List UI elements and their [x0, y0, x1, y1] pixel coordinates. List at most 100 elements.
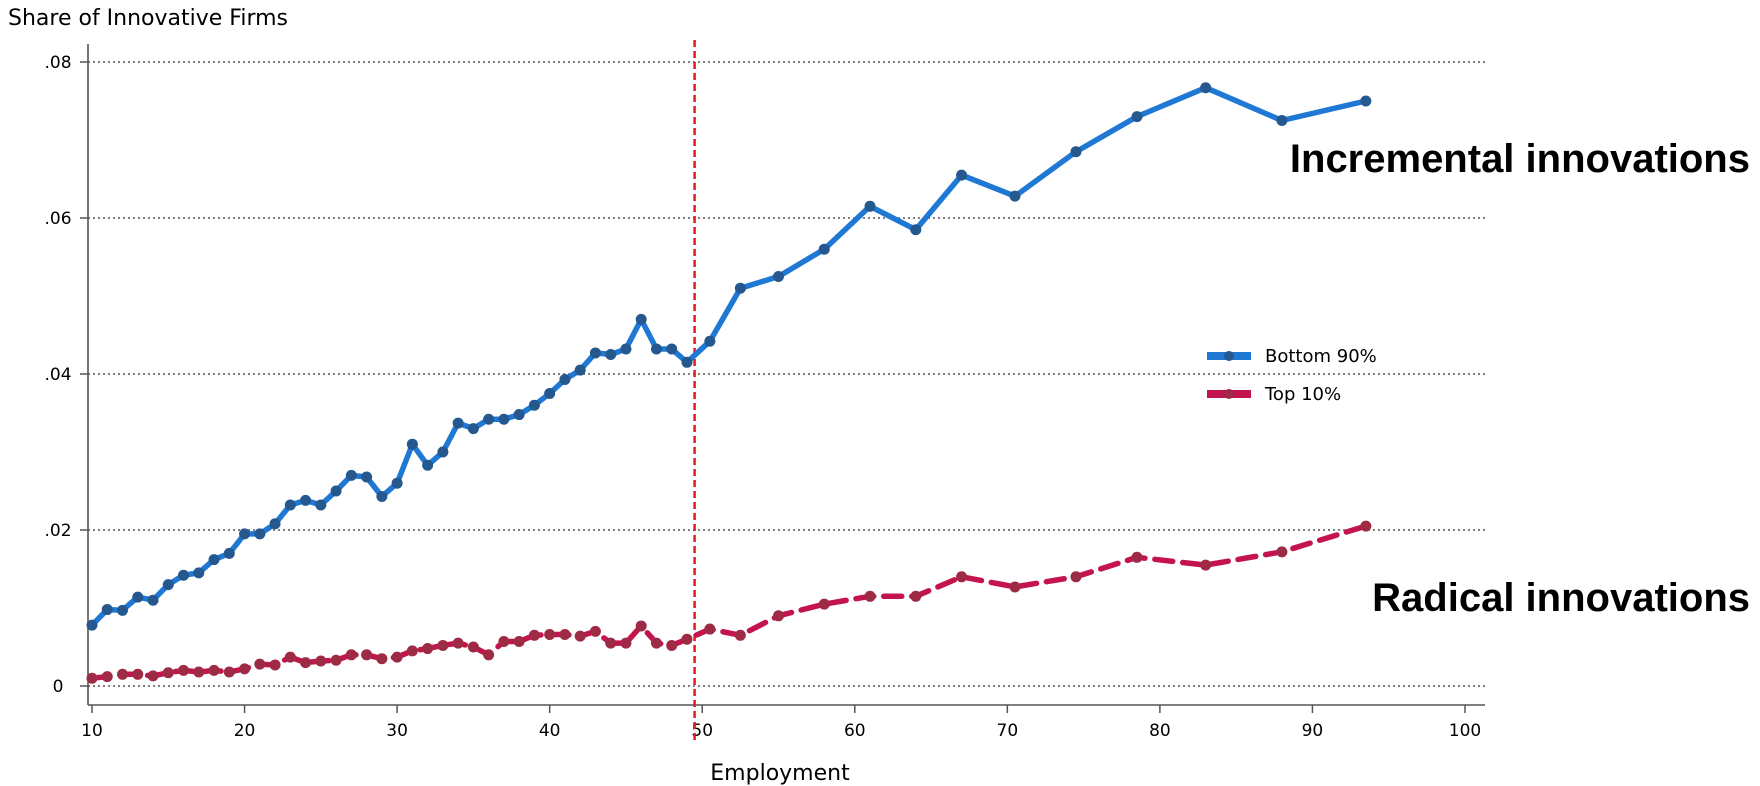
data-point	[254, 658, 266, 670]
data-point	[467, 641, 479, 653]
legend-label: Bottom 90%	[1265, 346, 1377, 367]
data-point	[635, 620, 647, 632]
data-point	[315, 655, 327, 667]
data-point	[132, 591, 144, 603]
series-line-bottom-90	[89, 84, 1369, 628]
data-point	[467, 423, 479, 435]
data-point	[574, 630, 586, 642]
x-tick-label: 20	[234, 721, 256, 741]
data-point	[1276, 546, 1288, 558]
data-point	[666, 343, 678, 355]
data-point	[361, 649, 373, 661]
data-point	[818, 598, 830, 610]
data-point	[513, 409, 525, 421]
data-point	[117, 668, 129, 680]
x-tick-label: 50	[691, 721, 713, 741]
data-point	[223, 666, 235, 678]
x-axis-title: Employment	[710, 761, 850, 786]
data-point	[178, 664, 190, 676]
data-point	[620, 343, 632, 355]
gridlines	[88, 61, 1485, 687]
data-point	[406, 438, 418, 450]
data-point	[193, 666, 205, 678]
x-tick-label: 30	[386, 721, 408, 741]
data-point	[376, 490, 388, 502]
data-point	[605, 637, 617, 649]
data-point	[269, 659, 281, 671]
data-point	[483, 413, 495, 425]
data-point	[956, 169, 968, 181]
series-group	[86, 82, 1372, 684]
data-point	[132, 668, 144, 680]
x-tick-label: 40	[539, 721, 561, 741]
data-point	[162, 579, 174, 591]
data-point	[1009, 190, 1021, 202]
data-point	[345, 649, 357, 661]
data-point	[589, 347, 601, 359]
y-axis-title: Share of Innovative Firms	[8, 6, 288, 31]
y-tick-label: .06	[44, 209, 71, 229]
data-point	[391, 477, 403, 489]
data-point	[208, 554, 220, 566]
data-point	[513, 636, 525, 648]
data-point	[650, 343, 662, 355]
data-point	[101, 604, 113, 616]
data-point	[239, 528, 251, 540]
axes: 0 .02 .04 .06 .08 10 20 30 40 50 60 70 80 90 100	[44, 44, 1485, 741]
data-point	[734, 282, 746, 294]
data-point	[86, 619, 98, 631]
data-point	[345, 469, 357, 481]
data-point	[178, 569, 190, 581]
data-point	[498, 413, 510, 425]
data-point	[269, 518, 281, 530]
data-point	[452, 637, 464, 649]
data-point	[1131, 111, 1143, 123]
x-tick-label: 60	[844, 721, 866, 741]
legend-label: Top 10%	[1264, 384, 1341, 405]
data-point	[574, 364, 586, 376]
data-point	[422, 459, 434, 471]
series-line-top-10	[89, 523, 1369, 681]
data-point	[86, 672, 98, 684]
data-point	[666, 639, 678, 651]
data-point	[559, 629, 571, 641]
data-point	[681, 633, 693, 645]
data-point	[300, 494, 312, 506]
data-point	[147, 594, 159, 606]
y-tick-label: .08	[44, 53, 71, 73]
data-point	[117, 604, 129, 616]
data-point	[544, 388, 556, 399]
x-tick-label: 10	[81, 721, 103, 741]
series-annotation: Radical innovations	[1372, 576, 1750, 620]
data-point	[162, 667, 174, 679]
data-point	[300, 657, 312, 669]
data-point	[483, 649, 495, 661]
data-point	[330, 485, 342, 497]
data-point	[1131, 551, 1143, 563]
data-point	[376, 653, 388, 665]
data-point	[239, 663, 251, 675]
data-point	[605, 349, 617, 360]
data-point	[956, 571, 968, 583]
data-point	[437, 639, 449, 651]
data-point	[101, 671, 113, 683]
data-point	[361, 471, 373, 483]
data-point	[650, 637, 662, 649]
x-tick-label: 70	[997, 721, 1019, 741]
data-point	[330, 654, 342, 666]
data-point	[391, 651, 403, 663]
data-point	[734, 629, 746, 641]
legend: Bottom 90% Top 10%	[1207, 346, 1377, 405]
data-point	[704, 335, 716, 347]
data-point	[284, 651, 296, 663]
data-point	[1276, 115, 1288, 126]
series-annotation: Incremental innovations	[1290, 137, 1750, 181]
data-point	[1360, 95, 1372, 107]
legend-marker	[1224, 389, 1234, 399]
data-point	[635, 313, 647, 325]
x-tick-label: 100	[1449, 721, 1481, 741]
data-point	[498, 636, 510, 648]
data-point	[681, 356, 693, 368]
x-tick-label: 90	[1302, 721, 1324, 741]
